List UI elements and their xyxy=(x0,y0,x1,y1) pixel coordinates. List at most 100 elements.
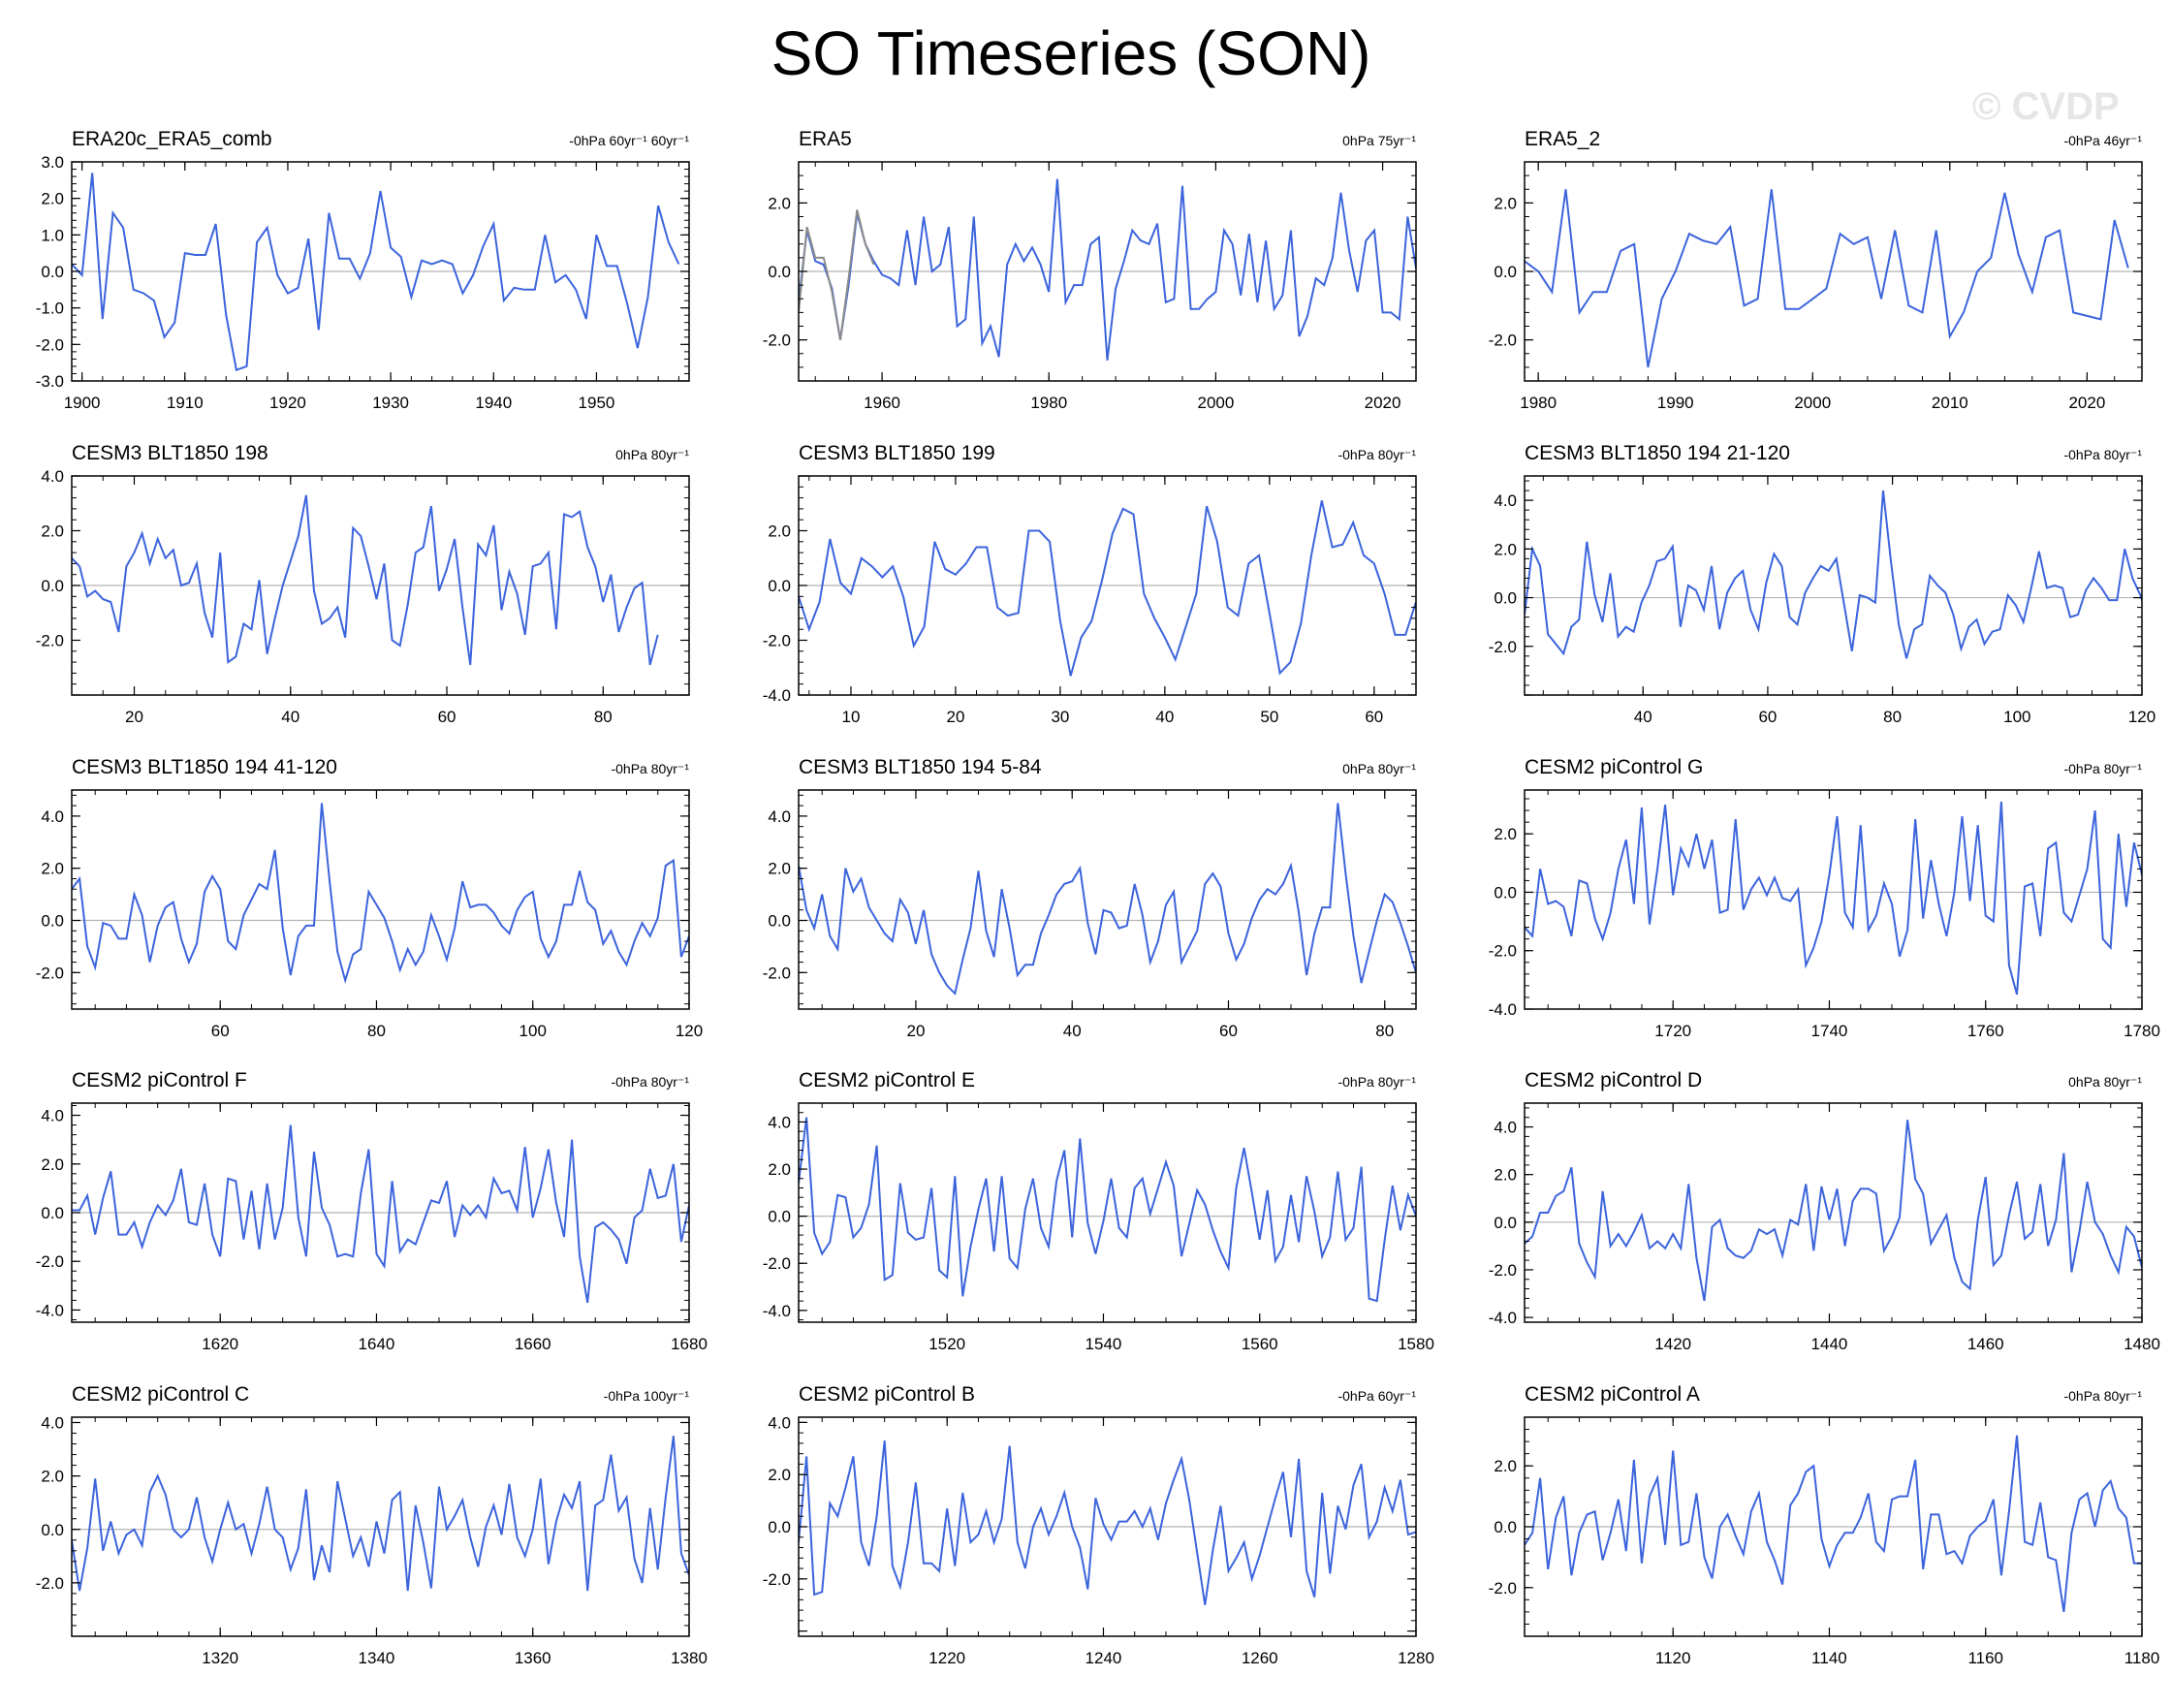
x-tick-label: 2000 xyxy=(1197,394,1234,412)
y-tick-label: 0.0 xyxy=(768,263,791,281)
x-tick-label: 100 xyxy=(519,1022,547,1040)
x-tick-label: 100 xyxy=(2003,708,2030,726)
x-tick-label: 1480 xyxy=(2124,1335,2160,1353)
plot-frame xyxy=(1524,475,2143,696)
y-tick-label: -2.0 xyxy=(763,1254,791,1273)
page-title: SO Timeseries (SON) xyxy=(771,18,1371,88)
x-tick-label: 1920 xyxy=(269,394,306,412)
x-tick-label: 1900 xyxy=(64,394,101,412)
x-tick-label: 1240 xyxy=(1086,1649,1122,1667)
series-line xyxy=(799,500,1416,677)
y-tick-label: 0.0 xyxy=(1494,263,1517,281)
x-tick-label: 80 xyxy=(594,708,613,726)
panel-title: CESM2 piControl F xyxy=(72,1069,247,1091)
series-line xyxy=(799,803,1416,996)
y-tick-label: 4.0 xyxy=(41,1107,64,1125)
y-tick-label: -4.0 xyxy=(1489,1000,1517,1019)
x-tick-label: 40 xyxy=(1634,708,1652,726)
x-tick-label: 60 xyxy=(1758,708,1777,726)
x-tick-label: 1220 xyxy=(928,1649,965,1667)
chart-panel: CESM3 BLT1850 199 -0hPa 80yr⁻¹ -4.0 -2.0 0.0… xyxy=(763,442,1417,726)
y-tick-label: 0.0 xyxy=(768,1518,791,1536)
x-tick-label: 80 xyxy=(1375,1022,1394,1040)
panel-stat: 0hPa 80yr⁻¹ xyxy=(2068,1074,2142,1090)
y-tick-label: -2.0 xyxy=(36,1574,64,1593)
panel-title: ERA5 xyxy=(799,128,852,150)
y-tick-label: -2.0 xyxy=(763,964,791,982)
chart-panel: CESM3 BLT1850 194 5-84 0hPa 80yr⁻¹ -2.0 0.0… xyxy=(763,756,1417,1040)
chart-panel: ERA5_2 -0hPa 46yr⁻¹ -2.0 0.0 2.0 1980 1990 2000… xyxy=(1489,128,2143,412)
series-line xyxy=(72,1124,689,1304)
y-tick-label: 2.0 xyxy=(1494,1166,1517,1185)
panel-stat: -0hPa 60yr⁻¹ 60yr⁻¹ xyxy=(569,133,689,148)
x-tick-label: 1980 xyxy=(1520,394,1557,412)
x-tick-label: 2000 xyxy=(1794,394,1831,412)
x-tick-label: 60 xyxy=(1219,1022,1238,1040)
plot-frame xyxy=(1524,789,2143,1010)
panel-stat: -0hPa 80yr⁻¹ xyxy=(611,1074,689,1090)
y-tick-label: 0.0 xyxy=(768,912,791,931)
series-line xyxy=(72,494,659,666)
x-tick-label: 1460 xyxy=(1967,1335,2004,1353)
y-tick-label: 2.0 xyxy=(41,1468,64,1486)
y-tick-label: 0.0 xyxy=(41,1521,64,1539)
y-tick-label: -2.0 xyxy=(36,964,64,982)
y-tick-label: 2.0 xyxy=(768,194,791,212)
panel-title: CESM3 BLT1850 194 5-84 xyxy=(799,756,1042,778)
y-tick-label: 4.0 xyxy=(768,1113,791,1131)
y-tick-label: 0.0 xyxy=(1494,589,1517,608)
x-tick-label: 1380 xyxy=(671,1649,708,1667)
y-tick-label: 0.0 xyxy=(41,1204,64,1222)
panel-stat: -0hPa 80yr⁻¹ xyxy=(2063,1388,2142,1404)
y-tick-label: 4.0 xyxy=(41,467,64,486)
chart-panel: ERA5 0hPa 75yr⁻¹ -2.0 0.0 2.0 1960 1980 2000 202… xyxy=(763,128,1417,412)
panel-stat: 0hPa 80yr⁻¹ xyxy=(615,447,689,462)
x-tick-label: 10 xyxy=(842,708,861,726)
x-tick-label: 1940 xyxy=(475,394,512,412)
x-tick-label: 1740 xyxy=(1811,1022,1848,1040)
chart-panel: CESM2 piControl C -0hPa 100yr⁻¹ -2.0 0.0 2.0… xyxy=(36,1383,708,1667)
chart-panel: CESM2 piControl E -0hPa 80yr⁻¹ -4.0 -2.0 0.0… xyxy=(763,1069,1434,1353)
y-tick-label: -4.0 xyxy=(36,1301,64,1319)
series-line xyxy=(1525,1120,2142,1302)
panel-title: ERA5_2 xyxy=(1525,128,1600,150)
x-tick-label: 20 xyxy=(125,708,143,726)
x-tick-label: 1180 xyxy=(2124,1649,2160,1667)
x-tick-label: 1640 xyxy=(359,1335,395,1353)
x-tick-label: 40 xyxy=(281,708,299,726)
x-tick-label: 1260 xyxy=(1242,1649,1278,1667)
y-tick-label: -2.0 xyxy=(36,632,64,650)
x-tick-label: 1720 xyxy=(1654,1022,1691,1040)
y-tick-label: 2.0 xyxy=(41,860,64,878)
y-tick-label: -2.0 xyxy=(1489,942,1517,961)
x-tick-label: 1120 xyxy=(1655,1649,1691,1667)
x-tick-label: 1140 xyxy=(1811,1649,1847,1667)
y-tick-label: 2.0 xyxy=(41,522,64,541)
series-line xyxy=(72,1436,689,1592)
chart-panel: CESM2 piControl B -0hPa 60yr⁻¹ -2.0 0.0 2.0 4… xyxy=(763,1383,1434,1667)
panel-title: CESM3 BLT1850 194 21-120 xyxy=(1525,442,1790,464)
x-tick-label: 120 xyxy=(676,1022,703,1040)
series-line xyxy=(799,1117,1416,1303)
y-tick-label: -2.0 xyxy=(36,335,64,354)
chart-panel: CESM2 piControl D 0hPa 80yr⁻¹ -4.0 -2.0 0.0 2… xyxy=(1489,1069,2160,1353)
series-line xyxy=(1525,802,2142,996)
y-tick-label: 0.0 xyxy=(1494,1518,1517,1536)
x-tick-label: 1540 xyxy=(1086,1335,1122,1353)
y-tick-label: -2.0 xyxy=(763,632,791,650)
series-line xyxy=(1525,189,2129,368)
panel-stat: -0hPa 80yr⁻¹ xyxy=(2063,447,2142,462)
y-tick-label: 2.0 xyxy=(41,1155,64,1174)
x-tick-label: 60 xyxy=(1365,708,1383,726)
plot-frame xyxy=(71,789,690,1010)
series-line xyxy=(72,173,680,372)
y-tick-label: 3.0 xyxy=(41,153,64,172)
x-tick-label: 2010 xyxy=(1932,394,1968,412)
x-tick-label: 1960 xyxy=(864,394,900,412)
panel-title: CESM3 BLT1850 198 xyxy=(72,442,268,464)
panel-title: ERA20c_ERA5_comb xyxy=(72,128,272,150)
y-tick-label: 4.0 xyxy=(1494,1119,1517,1137)
y-tick-label: 2.0 xyxy=(1494,1457,1517,1475)
series-line xyxy=(72,803,689,985)
